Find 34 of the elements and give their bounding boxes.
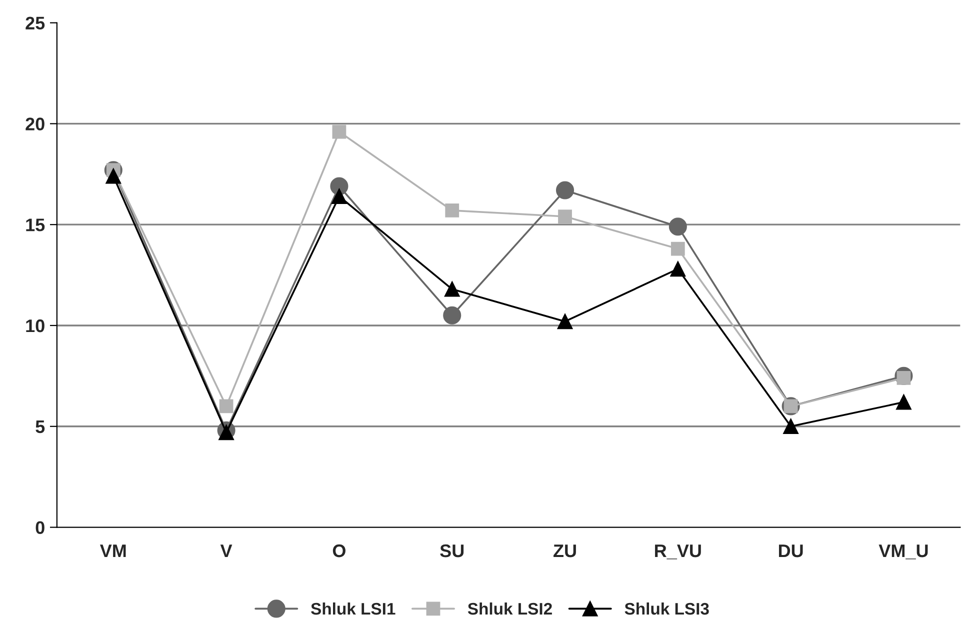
x-tick-label: SU [440,544,464,558]
legend-label: Shluk LSI3 [624,602,709,615]
y-tick-label: 15 [26,218,45,232]
point [444,282,460,297]
point [106,168,122,184]
point [783,418,798,434]
point [332,124,346,139]
point [670,242,685,256]
point [445,204,460,218]
point [557,314,573,330]
point [670,261,686,277]
x-tick-label: VM [100,544,126,558]
point [219,399,234,414]
y-tick-label: 25 [26,16,45,30]
point [896,394,912,410]
legend-label: Shluk LSI2 [468,602,552,615]
point [330,177,348,196]
point [558,210,572,224]
legend-label: Shluk LSI1 [311,602,396,615]
point [668,218,687,236]
x-tick-label: VM_U [878,544,928,560]
x-tick-label: R_VU [655,544,701,560]
y-tick-label: 20 [26,118,44,130]
point [218,424,234,440]
y-tick-label: 5 [36,420,45,434]
x-tick-label: ZU [554,544,576,558]
y-tick-label: 0 [36,521,44,534]
x-tick-label: O [332,544,346,558]
point [332,188,347,204]
point [443,306,462,324]
x-tick-label: DU [778,544,803,558]
y-tick-label: 10 [26,319,44,332]
point [556,181,574,200]
x-tick-label: V [220,544,232,558]
